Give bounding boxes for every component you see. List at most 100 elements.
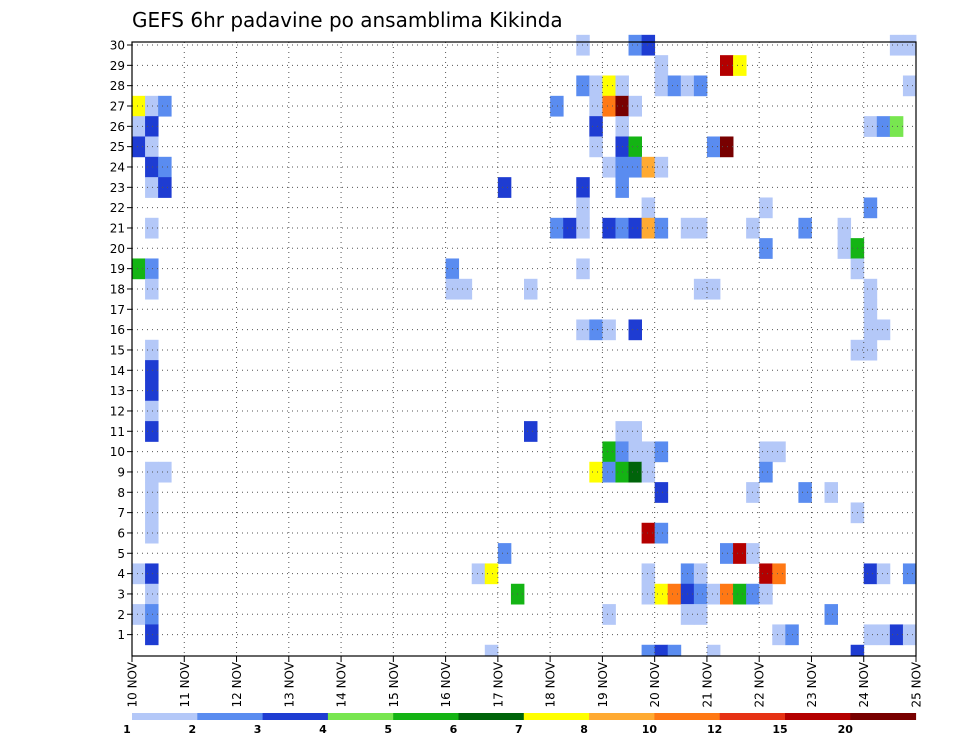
heatmap-cell	[576, 197, 590, 219]
y-tick-label: 1	[117, 628, 125, 642]
heatmap-cell	[876, 116, 891, 137]
y-tick-label: 28	[110, 79, 125, 93]
heatmap-cell	[628, 136, 642, 158]
colorbar-label: 1	[123, 723, 131, 736]
heatmap-cell	[876, 624, 891, 646]
x-tick-label: 25 NOV	[910, 661, 924, 707]
x-axis: 10 NOV 11 NOV 12 NOV 13 NOV 14 NOV 15 NOV 16 N…	[126, 656, 924, 708]
heatmap-cell	[759, 563, 773, 585]
y-tick-label: 5	[117, 547, 125, 561]
heatmap-cell	[706, 583, 721, 605]
colorbar-swatch	[458, 713, 525, 720]
heatmap-cell	[654, 441, 669, 463]
heatmap-cell	[145, 604, 159, 625]
heatmap-cell	[641, 563, 656, 585]
heatmap-cell	[654, 55, 669, 76]
heatmap-cell	[497, 543, 512, 564]
heatmap-cell	[145, 380, 159, 402]
heatmap-cell	[145, 624, 159, 646]
heatmap-cell	[667, 644, 682, 657]
x-tick-label: 22 NOV	[753, 661, 767, 707]
heatmap-cell	[654, 75, 669, 97]
y-tick-label: 3	[117, 587, 125, 601]
y-tick-label: 29	[110, 59, 125, 73]
heatmap-cell	[602, 217, 616, 239]
x-tick-label: 16 NOV	[439, 661, 453, 707]
heatmap-cell	[824, 604, 838, 625]
colorbar-swatch	[719, 713, 786, 720]
grid-lines	[132, 42, 916, 656]
heatmap-cell	[589, 95, 603, 117]
colorbar-label: 5	[384, 723, 392, 736]
heatmap-cell	[589, 319, 603, 341]
heatmap-cell	[667, 75, 682, 97]
heatmap-cell	[589, 136, 603, 158]
heatmap-cell	[720, 583, 734, 605]
heatmap-cell	[132, 116, 146, 137]
heatmap-cell	[563, 217, 577, 239]
heatmap-cell	[132, 604, 146, 625]
heatmap-cell	[889, 116, 904, 137]
heatmap-cell	[654, 522, 669, 544]
heatmap-cell	[145, 177, 159, 198]
heatmap-cell	[654, 156, 669, 178]
colorbar-swatch	[262, 713, 329, 720]
y-tick-label: 18	[110, 282, 125, 296]
heatmap-cell	[693, 75, 708, 97]
y-tick-label: 16	[110, 323, 125, 337]
heatmap-cell	[524, 278, 538, 300]
heatmap-cell	[471, 563, 486, 585]
y-tick-label: 12	[110, 404, 125, 418]
colorbar-swatch	[327, 713, 394, 720]
heatmap-cell	[550, 217, 564, 239]
heatmap-cell	[576, 177, 590, 198]
heatmap-cell	[145, 461, 159, 483]
y-tick-label: 21	[110, 221, 125, 235]
heatmap-cell	[484, 644, 499, 657]
colorbar-label: 3	[254, 723, 262, 736]
colorbar-swatch	[132, 713, 198, 720]
heatmap-cell	[733, 55, 747, 76]
y-tick-label: 11	[110, 425, 125, 439]
heatmap-cell	[641, 583, 656, 605]
heatmap-cell	[863, 197, 878, 219]
heatmap-cell	[641, 522, 656, 544]
heatmap-cell	[589, 116, 603, 137]
heatmap-cell	[589, 461, 603, 483]
heatmap-cell	[706, 136, 721, 158]
heatmap-cell	[484, 563, 499, 585]
y-tick-label: 9	[117, 465, 125, 479]
heatmap-cell	[145, 258, 159, 280]
heatmap-cell	[759, 461, 773, 483]
colorbar: 1 2 3 4 5 6 7 8 10 12 15 20	[123, 713, 917, 736]
heatmap-cell	[733, 543, 747, 564]
y-tick-label: 14	[110, 364, 125, 378]
x-tick-label: 11 NOV	[178, 661, 192, 707]
heatmap-cell	[602, 461, 616, 483]
heatmap-cell	[641, 34, 656, 56]
x-tick-label: 19 NOV	[596, 661, 610, 707]
heatmap-cell	[145, 95, 159, 117]
heatmap-cell	[641, 156, 656, 178]
heatmap-cell	[132, 563, 146, 585]
heatmap-cell	[145, 563, 159, 585]
heatmap-cell	[654, 644, 669, 657]
heatmap-cell	[628, 217, 642, 239]
heatmap-cell	[576, 217, 590, 239]
heatmap-cell	[693, 563, 708, 585]
x-tick-label: 13 NOV	[282, 661, 296, 707]
heatmap-cell	[902, 34, 917, 56]
x-tick-label: 12 NOV	[230, 661, 244, 707]
heatmap-cell	[850, 644, 865, 657]
heatmap-cells	[132, 34, 917, 657]
y-tick-label: 8	[117, 486, 125, 500]
heatmap-cell	[641, 441, 656, 463]
heatmap-cell	[693, 583, 708, 605]
y-tick-label: 23	[110, 181, 125, 195]
heatmap-cell	[759, 197, 773, 219]
colorbar-swatch	[523, 713, 590, 720]
heatmap-cell	[706, 278, 721, 300]
heatmap-cell	[576, 319, 590, 341]
heatmap-cell	[902, 563, 917, 585]
